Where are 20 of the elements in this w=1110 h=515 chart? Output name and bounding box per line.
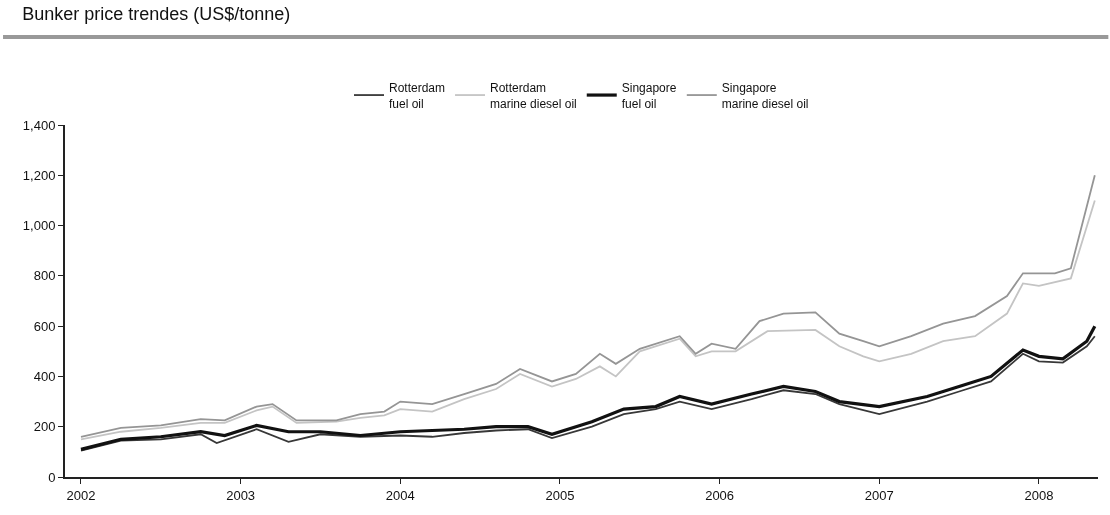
y-tick-label: 800 <box>33 268 56 284</box>
y-tick-label: 600 <box>33 318 56 334</box>
legend-label: Singapore marine diesel oil <box>721 80 809 111</box>
x-tick-label: 2005 <box>545 487 575 503</box>
legend-label: Rotterdam fuel oil <box>389 80 446 111</box>
x-tick-label: 2008 <box>1024 487 1054 503</box>
y-tick-label: 200 <box>33 419 56 435</box>
y-tick-label: 0 <box>48 469 56 485</box>
x-tick-label: 2007 <box>864 487 894 503</box>
x-tick-label: 2003 <box>226 487 256 503</box>
x-tick-label: 2006 <box>705 487 735 503</box>
legend-label: Rotterdam marine diesel oil <box>490 80 577 111</box>
y-tick-label: 1,400 <box>22 117 56 133</box>
x-tick-label: 2002 <box>66 487 96 503</box>
chart-title: Bunker price trendes (US$/tonne) <box>22 4 291 25</box>
legend-label: Singapore fuel oil <box>621 80 677 111</box>
y-tick-label: 400 <box>33 368 56 384</box>
y-tick-label: 1,000 <box>22 218 56 234</box>
x-tick-label: 2004 <box>385 487 415 503</box>
y-tick-label: 1,200 <box>22 167 56 183</box>
